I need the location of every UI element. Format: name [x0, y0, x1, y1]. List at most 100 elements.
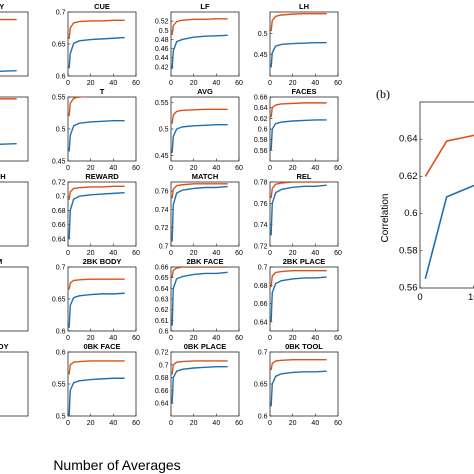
x-tick-label: 60 — [235, 165, 243, 172]
series-line-lower — [270, 184, 327, 236]
subplot-title: UNISH — [0, 172, 6, 181]
series-line-upper — [68, 19, 125, 39]
axes-box — [269, 266, 339, 332]
y-tick-label: 0.6 — [258, 127, 268, 134]
y-tick-label: 0.74 — [254, 222, 268, 229]
x-tick-label: 20 — [190, 80, 198, 87]
y-tick-label: 0.72 — [254, 244, 268, 251]
axes-box — [0, 351, 29, 417]
subplot-title: MATCH — [192, 172, 219, 181]
axes-box — [269, 96, 339, 162]
x-tick-label: 40 — [311, 80, 319, 87]
series-line-lower — [270, 276, 327, 322]
series-line-lower — [0, 334, 17, 335]
series-line-lower — [68, 119, 125, 152]
subplot-title: 2BK FACE — [186, 257, 223, 266]
subplot-unish: UNISH — [0, 172, 29, 247]
charts-layer: TORYCUE0.60.650.70204060LF0.420.440.460.… — [0, 2, 474, 427]
y-tick-label: 0.72 — [155, 225, 169, 232]
y-tick-label: 0.78 — [254, 180, 268, 187]
series-line-upper — [171, 183, 228, 199]
x-tick-label: 40 — [212, 420, 220, 427]
subplot-tory: TORY — [0, 2, 29, 77]
y-tick-label: 0.7 — [159, 244, 169, 251]
y-tick-label: 0.55 — [52, 382, 66, 389]
x-tick-label: 60 — [235, 335, 243, 342]
x-tick-label: 20 — [289, 165, 297, 172]
x-tick-label: 0 — [268, 420, 272, 427]
x-tick-label: 40 — [212, 335, 220, 342]
axes-box — [67, 11, 137, 77]
y-tick-label: 0.56 — [399, 283, 418, 294]
x-tick-label: 60 — [235, 420, 243, 427]
subplot-title: 0BK FACE — [83, 342, 120, 351]
axes-box — [419, 101, 474, 289]
y-tick-label: 0.63 — [155, 297, 169, 304]
y-tick-label: 0.46 — [155, 46, 169, 53]
series-line-lower — [171, 271, 228, 326]
y-tick-label: 0.45 — [155, 153, 169, 160]
x-tick-label: 0 — [268, 250, 272, 257]
x-tick-label: 40 — [212, 80, 220, 87]
x-tick-label: 0 — [66, 165, 70, 172]
axes-box — [269, 11, 339, 77]
y-tick-label: 0.56 — [254, 148, 268, 155]
x-tick-label: 40 — [212, 250, 220, 257]
y-tick-label: 0.44 — [155, 55, 169, 62]
series-line-lower — [0, 142, 17, 145]
series-line-upper — [270, 13, 327, 32]
x-tick-label: 60 — [334, 80, 342, 87]
y-tick-label: 0.68 — [52, 208, 66, 215]
y-tick-label: 0.7 — [56, 265, 66, 272]
subplot-2bk-place: 2BK PLACE 0.64 0.66 0.68 0.7 0 20 40 60 — [254, 257, 342, 342]
x-tick-label: 60 — [334, 335, 342, 342]
subplot-title: AVG — [197, 87, 213, 96]
series-line-upper — [270, 182, 327, 199]
subplot-title: LF — [200, 2, 210, 11]
y-tick-label: 0.66 — [254, 301, 268, 308]
series-line-lower — [171, 185, 228, 242]
y-tick-label: 0.48 — [155, 37, 169, 44]
series-line-upper — [68, 185, 125, 200]
subplot-reward: REWARD 0.64 0.66 0.68 0.7 0.72 0 20 40 60 — [52, 172, 140, 257]
x-tick-label: 0 — [169, 250, 173, 257]
y-tick-label: 0.55 — [52, 95, 66, 102]
x-tick-label: 40 — [311, 335, 319, 342]
y-tick-label: 0.62 — [254, 116, 268, 123]
x-tick-label: 0 — [268, 335, 272, 342]
series-line-upper — [270, 358, 327, 371]
y-tick-label: 0.5 — [258, 31, 268, 38]
y-tick-label: 0.55 — [155, 100, 169, 107]
axes-box — [170, 351, 240, 417]
y-tick-label: 0.66 — [254, 95, 268, 102]
series-line-upper — [171, 18, 228, 35]
x-tick-label: 20 — [289, 250, 297, 257]
x-tick-label: 0 — [66, 420, 70, 427]
y-tick-label: 0.42 — [155, 64, 169, 71]
axes-box — [0, 181, 29, 247]
subplot-title: 2BK BODY — [83, 257, 122, 266]
y-tick-label: 0.65 — [52, 42, 66, 49]
series-line-lower — [68, 377, 125, 416]
y-tick-label: 0.66 — [52, 222, 66, 229]
x-tick-label: 0 — [66, 80, 70, 87]
series-line-lower — [68, 191, 125, 239]
x-tick-label: 0 — [268, 165, 272, 172]
x-tick-label: 20 — [289, 420, 297, 427]
y-tick-label: 0.5 — [56, 414, 66, 421]
subplot-0bk-place: 0BK PLACE 0.64 0.66 0.68 0.7 0.72 0 20 40 60 — [155, 342, 243, 427]
x-tick-label: 20 — [87, 165, 95, 172]
y-tick-label: 0.52 — [155, 19, 169, 26]
subplot-0bk-tool: 0BK TOOL 0.6 0.65 0.7 0 20 40 60 — [254, 342, 342, 427]
subplot-2bk-body: 2BK BODY 0.6 0.65 0.7 0 20 40 60 — [52, 257, 140, 342]
x-tick-label: 0 — [169, 335, 173, 342]
y-tick-label: 0.64 — [155, 286, 169, 293]
y-tick-label: 0.6 — [56, 350, 66, 357]
series-line-lower — [68, 292, 125, 328]
x-tick-label: 40 — [311, 420, 319, 427]
y-tick-label: 0.6 — [159, 329, 169, 336]
subplot-0bk-face: 0BK FACE 0.5 0.55 0.6 0 20 40 60 — [52, 342, 140, 427]
axes-box — [0, 266, 29, 332]
y-tick-label: 0.76 — [155, 189, 169, 196]
y-tick-label: 0.62 — [155, 307, 169, 314]
